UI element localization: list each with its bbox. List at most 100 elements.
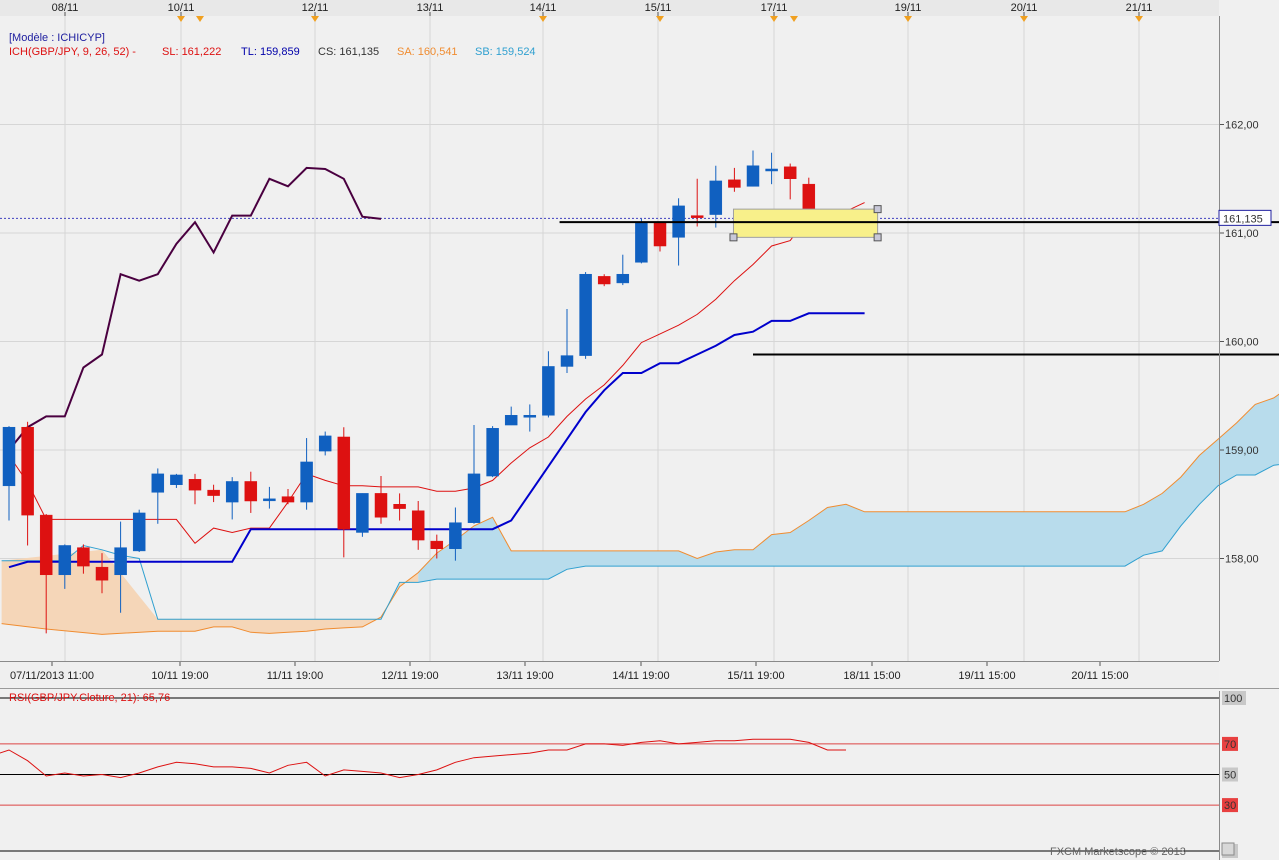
event-marker-icon (656, 16, 664, 22)
zone-resize-handle[interactable] (729, 233, 738, 242)
candle-bearish (728, 179, 741, 188)
top-date-label: 10/11 (168, 2, 195, 14)
top-date-label: 15/11 (645, 2, 672, 14)
candle-bullish (765, 168, 778, 172)
event-marker-icon (1020, 16, 1028, 22)
candle-bullish (263, 498, 276, 502)
candle-bullish (300, 461, 313, 503)
candle-bullish (151, 473, 165, 493)
candle-bullish (635, 221, 648, 263)
candle-bullish (616, 273, 630, 284)
candle-bullish (2, 426, 16, 487)
footer-watermark: FXCM Marketscope © 2013 (1050, 846, 1186, 858)
rsi-y-tick-label: 70 (1224, 739, 1236, 751)
rsi-y-tick-label: 50 (1224, 770, 1236, 782)
candle-bullish (225, 481, 239, 503)
candle-bullish (58, 545, 72, 576)
kijun-sen-line (8, 312, 865, 569)
top-date-label: 08/11 (52, 2, 79, 14)
candle-bearish (39, 514, 53, 576)
candle-bearish (430, 540, 444, 549)
candle-bearish (653, 221, 667, 247)
candle-bearish (393, 504, 406, 509)
annotations (559, 205, 1279, 356)
last-price-tag: 161,135 (1223, 213, 1263, 225)
event-marker-icon (1135, 16, 1143, 22)
candles (2, 150, 834, 634)
candle-bullish (132, 512, 146, 552)
y-tick-label: 160,00 (1225, 337, 1259, 349)
event-marker-icon (196, 16, 204, 22)
bottom-time-label: 13/11 19:00 (496, 670, 553, 682)
tenkan-value: SL: 161,222 (162, 46, 221, 58)
scroll-handle[interactable] (1221, 842, 1235, 856)
bottom-time-label: 15/11 19:00 (727, 670, 784, 682)
bottom-time-label: 19/11 15:00 (958, 670, 1015, 682)
bottom-time-label: 10/11 19:00 (151, 670, 208, 682)
y-tick-label: 159,00 (1225, 445, 1259, 457)
candle-bearish (411, 510, 425, 541)
y-tick-label: 161,00 (1225, 228, 1259, 240)
senkou-span-a-line (1, 393, 1279, 635)
candle-bullish (449, 522, 462, 549)
top-date-label: 14/11 (530, 2, 557, 14)
candle-bullish (579, 273, 592, 356)
bottom-time-label: 14/11 19:00 (612, 670, 669, 682)
candle-bearish (244, 481, 258, 502)
y-tick-label: 162,00 (1225, 120, 1259, 132)
event-marker-icon (539, 16, 547, 22)
top-date-label: 13/11 (417, 2, 444, 14)
rsi-header: RSI(GBP/JPY.Cloture, 21): 65,76 (9, 692, 170, 704)
senkou-span-b-line (1, 464, 1279, 620)
axes: 158,00 159,00 160,00 161,00 162,00 08/11 10/11… (10, 2, 1259, 682)
candle-bullish (486, 428, 499, 477)
top-date-label: 20/11 (1011, 2, 1038, 14)
rsi-level-box (1222, 691, 1246, 705)
last-price-tag-box (1218, 209, 1272, 226)
y-tick-label: 158,00 (1225, 554, 1259, 566)
bottom-time-label: 07/11/2013 11:00 (10, 670, 94, 682)
candle-bearish (690, 215, 704, 218)
event-marker-icon (904, 16, 912, 22)
candle-bullish (170, 474, 183, 485)
tenkan-sen-line (8, 202, 865, 545)
candle-bullish (560, 355, 574, 367)
candle-bullish (318, 435, 332, 452)
top-date-label: 17/11 (761, 2, 788, 14)
rsi-plot-background (0, 691, 1219, 856)
bottom-time-label: 18/11 15:00 (843, 670, 900, 682)
candle-bullish (504, 415, 518, 426)
top-date-label: 19/11 (895, 2, 922, 14)
top-date-strip (0, 0, 1219, 16)
top-date-label: 12/11 (302, 2, 329, 14)
candle-bullish (356, 493, 369, 533)
top-date-label: 21/11 (1126, 2, 1153, 14)
event-marker-icon (770, 16, 778, 22)
event-marker-icon (177, 16, 185, 22)
bottom-time-strip (0, 661, 1219, 687)
candle-bearish (188, 479, 202, 491)
candle-bullish (523, 415, 537, 418)
rsi-y-tick-label: 100 (1224, 693, 1242, 705)
zone-resize-handle[interactable] (873, 205, 882, 214)
rsi-level-box (1222, 767, 1238, 782)
candle-bearish (783, 166, 797, 180)
rsi-panel: 1007050300 (0, 691, 1246, 858)
span-a-value: SA: 160,541 (397, 46, 458, 58)
candle-bearish (337, 436, 351, 530)
candle-bullish (709, 180, 723, 215)
indicator-name: ICH(GBP/JPY, 9, 26, 52) - (9, 46, 136, 58)
zone-resize-handle[interactable] (873, 233, 882, 242)
rsi-line (0, 738, 846, 779)
candle-bearish (281, 496, 295, 503)
bottom-time-label: 12/11 19:00 (381, 670, 438, 682)
candle-bearish (207, 489, 220, 496)
bottom-time-label: 11/11 19:00 (267, 670, 323, 682)
span-b-value: SB: 159,524 (475, 46, 536, 58)
candle-bullish (542, 366, 555, 416)
rsi-y-tick-label: 30 (1224, 800, 1236, 812)
event-marker-icon (311, 16, 319, 22)
candle-bearish (77, 547, 90, 567)
candle-bearish (21, 426, 34, 516)
